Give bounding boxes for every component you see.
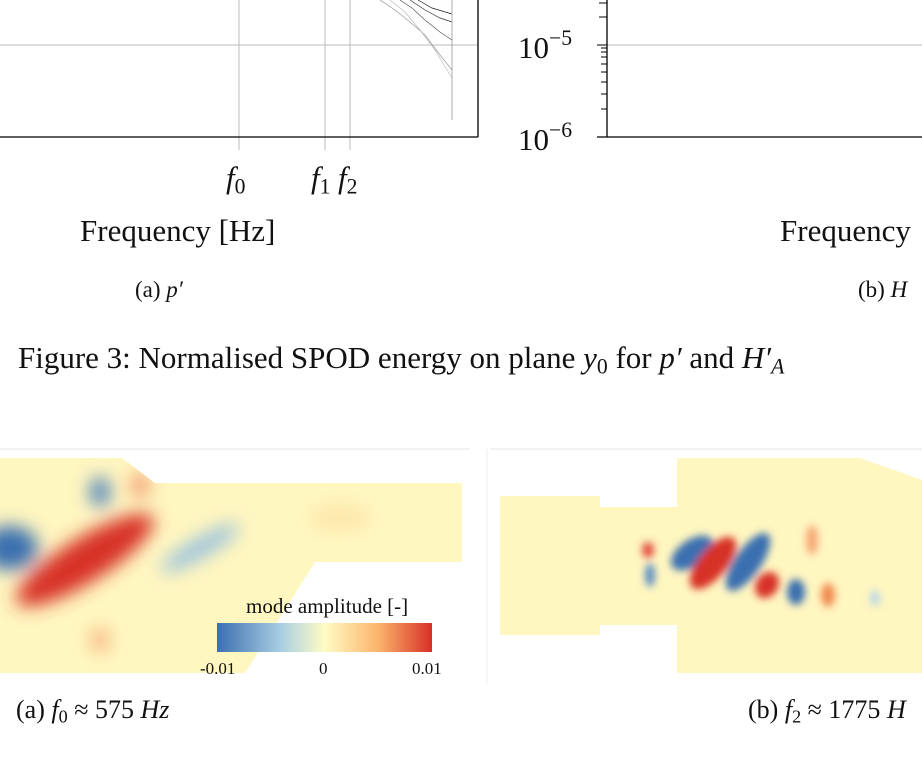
caption-f0: (a) f0 ≈ 575 Hz [16, 695, 170, 727]
ytick-1e-5: 10−5 [518, 26, 573, 66]
caption-b: (b) H [858, 277, 908, 302]
colorbar-mid: 0 [319, 659, 328, 678]
colorbar-title: mode amplitude [-] [246, 594, 409, 618]
mode-field-f2 [500, 458, 922, 673]
caption-f2: (b) f2 ≈ 1775 H [748, 695, 906, 727]
xtick-f2: f2 [338, 160, 358, 199]
colorbar-max: 0.01 [412, 659, 442, 678]
colorbar-min: -0.01 [200, 659, 236, 678]
ytick-1e-6: 10−6 [518, 118, 573, 158]
chart-b [597, 0, 922, 138]
spectra-lines [379, 0, 453, 120]
colorbar [217, 623, 432, 652]
y-minor-ticks [597, 2, 607, 110]
xlabel-a: Frequency [Hz] [80, 213, 276, 248]
xtick-f1: f1 [311, 160, 331, 199]
xtick-f0: f0 [226, 160, 246, 199]
xlabel-b: Frequency [780, 213, 911, 248]
chart-a [0, 0, 479, 150]
figure3-caption: Figure 3: Normalised SPOD energy on plan… [18, 340, 785, 379]
caption-a: (a) p′ [135, 277, 183, 302]
